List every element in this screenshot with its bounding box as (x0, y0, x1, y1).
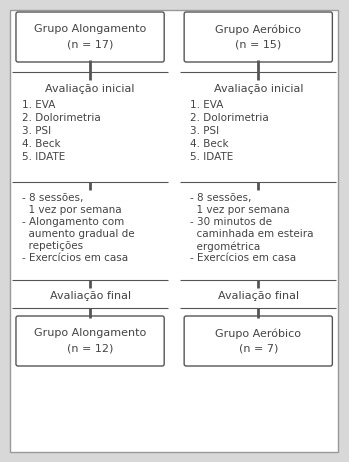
Text: - Alongamento com: - Alongamento com (22, 217, 124, 227)
FancyBboxPatch shape (16, 316, 164, 366)
Text: 2. Dolorimetria: 2. Dolorimetria (22, 113, 101, 123)
Text: Grupo Alongamento: Grupo Alongamento (34, 328, 146, 338)
Text: repetições: repetições (22, 241, 83, 251)
Text: 2. Dolorimetria: 2. Dolorimetria (190, 113, 269, 123)
Text: - 8 sessões,: - 8 sessões, (22, 193, 83, 203)
Text: Avaliação inicial: Avaliação inicial (214, 84, 303, 94)
Text: Avaliação final: Avaliação final (218, 291, 299, 301)
Text: Grupo Aeróbico: Grupo Aeróbico (215, 24, 301, 35)
Text: 1. EVA: 1. EVA (190, 100, 223, 110)
Text: 3. PSI: 3. PSI (190, 126, 219, 136)
Text: - 30 minutos de: - 30 minutos de (190, 217, 272, 227)
Text: caminhada em esteira: caminhada em esteira (190, 229, 314, 239)
Text: - 8 sessões,: - 8 sessões, (190, 193, 252, 203)
Text: 3. PSI: 3. PSI (22, 126, 51, 136)
Text: 1 vez por semana: 1 vez por semana (22, 205, 121, 215)
Text: ergométrica: ergométrica (190, 241, 260, 251)
Text: 5. IDATE: 5. IDATE (190, 152, 233, 162)
Text: (n = 15): (n = 15) (235, 40, 281, 50)
Text: 1 vez por semana: 1 vez por semana (190, 205, 290, 215)
Text: - Exercícios em casa: - Exercícios em casa (22, 253, 128, 263)
FancyBboxPatch shape (10, 10, 339, 452)
Text: (n = 17): (n = 17) (67, 40, 113, 50)
Text: Avaliação final: Avaliação final (50, 291, 131, 301)
FancyBboxPatch shape (184, 316, 332, 366)
Text: aumento gradual de: aumento gradual de (22, 229, 135, 239)
Text: (n = 7): (n = 7) (239, 344, 278, 354)
Text: Grupo Alongamento: Grupo Alongamento (34, 24, 146, 34)
Text: 1. EVA: 1. EVA (22, 100, 55, 110)
Text: 4. Beck: 4. Beck (22, 139, 61, 149)
Text: Grupo Aeróbico: Grupo Aeróbico (215, 328, 301, 339)
Text: Avaliação inicial: Avaliação inicial (45, 84, 135, 94)
Text: 4. Beck: 4. Beck (190, 139, 229, 149)
Text: 5. IDATE: 5. IDATE (22, 152, 65, 162)
Text: (n = 12): (n = 12) (67, 344, 113, 354)
FancyBboxPatch shape (184, 12, 332, 62)
FancyBboxPatch shape (16, 12, 164, 62)
Text: - Exercícios em casa: - Exercícios em casa (190, 253, 296, 263)
